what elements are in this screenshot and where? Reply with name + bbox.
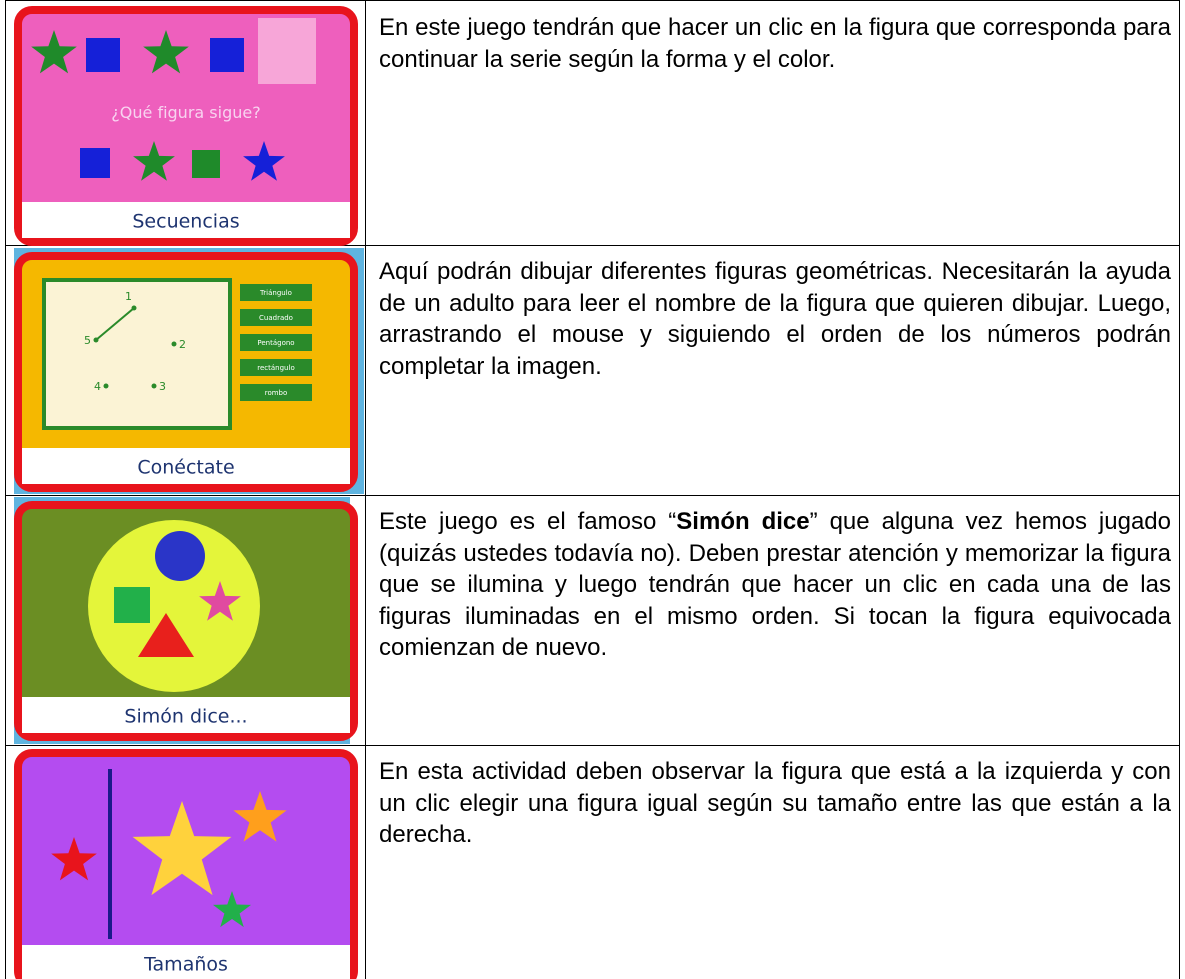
shape-button[interactable]: rectángulo	[257, 364, 294, 372]
table-border	[1179, 0, 1180, 979]
description: Aquí podrán dibujar diferentes figuras g…	[379, 258, 1171, 380]
description: Este juego es el famoso “Simón dice” que…	[379, 506, 1171, 664]
point-label: 4	[94, 380, 101, 393]
point-label: 5	[84, 334, 91, 347]
point-label: 1	[125, 290, 132, 303]
table-border	[5, 0, 1180, 1]
row-divider	[5, 495, 1180, 496]
game-thumbnail[interactable]: 1 5 2 4 3 Triángulo Cuadrado Pentágono r…	[14, 252, 358, 492]
game-title: Tamaños	[143, 954, 228, 976]
column-divider	[365, 0, 366, 979]
shape-button[interactable]: Cuadrado	[259, 314, 293, 322]
game-title: Simón dice...	[124, 706, 247, 728]
description: En esta actividad deben observar la figu…	[379, 758, 1171, 848]
description-bold: Simón dice	[676, 508, 810, 535]
point-label: 2	[179, 338, 186, 351]
row-divider	[5, 245, 1180, 246]
game-title: Conéctate	[137, 457, 234, 479]
table-border	[5, 0, 6, 979]
point-label: 3	[159, 380, 166, 393]
description-text: ” que alguna vez hemos jugado (quizás us…	[379, 508, 1172, 661]
shape-button[interactable]: Triángulo	[259, 289, 292, 297]
row-divider	[5, 745, 1180, 746]
game-title: Secuencias	[132, 211, 239, 233]
game-thumbnail[interactable]: Simón dice...	[14, 501, 358, 741]
shape-button[interactable]: rombo	[265, 389, 288, 397]
game-thumbnail[interactable]: ¿Qué figura sigue? Secuencias	[14, 6, 358, 246]
game-thumbnail[interactable]: Tamaños	[14, 749, 358, 979]
game-prompt: ¿Qué figura sigue?	[111, 103, 260, 122]
description: En este juego tendrán que hacer un clic …	[379, 14, 1171, 73]
shape-button[interactable]: Pentágono	[257, 339, 294, 347]
description-text: Este juego es el famoso “	[379, 508, 677, 535]
